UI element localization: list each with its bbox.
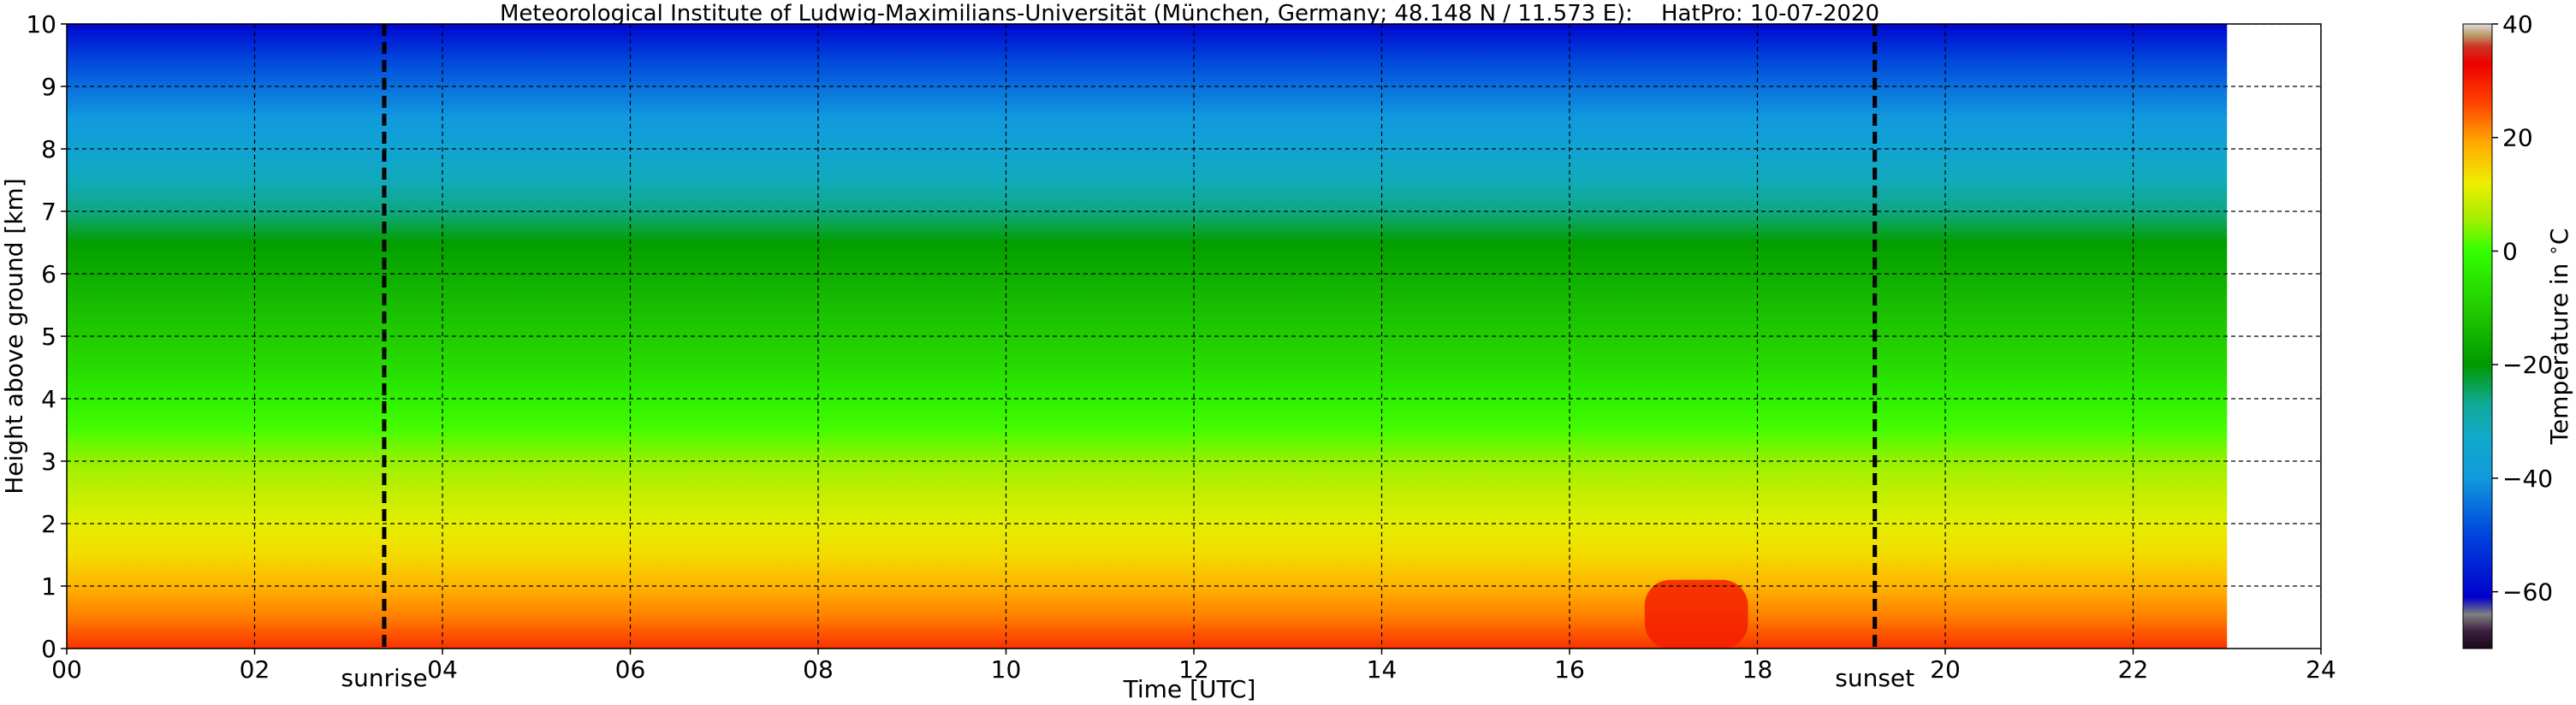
- x-tick-label: 00: [51, 655, 82, 684]
- x-tick-label: 10: [991, 655, 1022, 684]
- y-tick-label: 7: [41, 198, 56, 226]
- x-tick-label: 14: [1367, 655, 1398, 684]
- colorbar-tick-label: −60: [2502, 578, 2553, 607]
- x-tick-label: 20: [1930, 655, 1961, 684]
- y-tick-label: 9: [41, 73, 56, 101]
- sunset-label: sunset: [1835, 664, 1914, 692]
- x-tick-label: 12: [1178, 655, 1209, 684]
- colorbar: −60 −40 −20 0 20 40 Temperature in ∘C: [2462, 10, 2573, 649]
- x-axis-label: Time [UTC]: [1123, 675, 1256, 703]
- x-tick-label: 06: [615, 655, 646, 684]
- colorbar-tick-label: 0: [2502, 237, 2518, 265]
- y-tick-label: 10: [26, 10, 56, 39]
- sunrise-label: sunrise: [341, 664, 427, 692]
- warm-boundary-layer: [1644, 579, 1748, 649]
- y-axis-ticks: 0 1 2 3 4 5 6 7 8 9 10: [26, 10, 67, 663]
- x-tick-label: 18: [1742, 655, 1773, 684]
- colorbar-tick-label: 40: [2502, 10, 2533, 39]
- x-tick-label: 08: [803, 655, 834, 684]
- sun-markers: [382, 24, 1878, 649]
- y-tick-label: 8: [41, 135, 56, 163]
- y-tick-label: 1: [41, 572, 56, 601]
- colorbar-label: Temperature in ∘C: [2543, 228, 2573, 446]
- colorbar-tick-label: 20: [2502, 124, 2533, 152]
- x-axis-ticks: 00 02 04 06 08 10 12 14 16 18 20 22 24: [51, 649, 2336, 684]
- plot-area: [67, 24, 2321, 649]
- x-tick-label: 24: [2306, 655, 2336, 684]
- sun-marker-labels: sunrise sunset: [341, 664, 1914, 692]
- y-tick-label: 4: [41, 385, 56, 413]
- y-tick-label: 6: [41, 260, 56, 288]
- y-tick-label: 2: [41, 510, 56, 538]
- y-tick-label: 5: [41, 323, 56, 351]
- x-tick-label: 16: [1554, 655, 1585, 684]
- y-tick-label: 0: [41, 635, 56, 663]
- colorbar-ticks: −60 −40 −20 0 20 40: [2492, 10, 2553, 607]
- y-tick-label: 3: [41, 447, 56, 476]
- chart-title: Meteorological Institute of Ludwig-Maxim…: [500, 1, 1879, 27]
- colorbar-tick-label: −40: [2502, 465, 2553, 493]
- colorbar-tick-label: −20: [2502, 351, 2553, 379]
- x-tick-label: 02: [240, 655, 270, 684]
- y-axis-label: Height above ground [km]: [0, 178, 28, 495]
- grid-lines: [67, 24, 2321, 649]
- x-tick-label: 22: [2118, 655, 2149, 684]
- colorbar-bar: [2462, 23, 2493, 649]
- x-tick-label: 04: [427, 655, 458, 684]
